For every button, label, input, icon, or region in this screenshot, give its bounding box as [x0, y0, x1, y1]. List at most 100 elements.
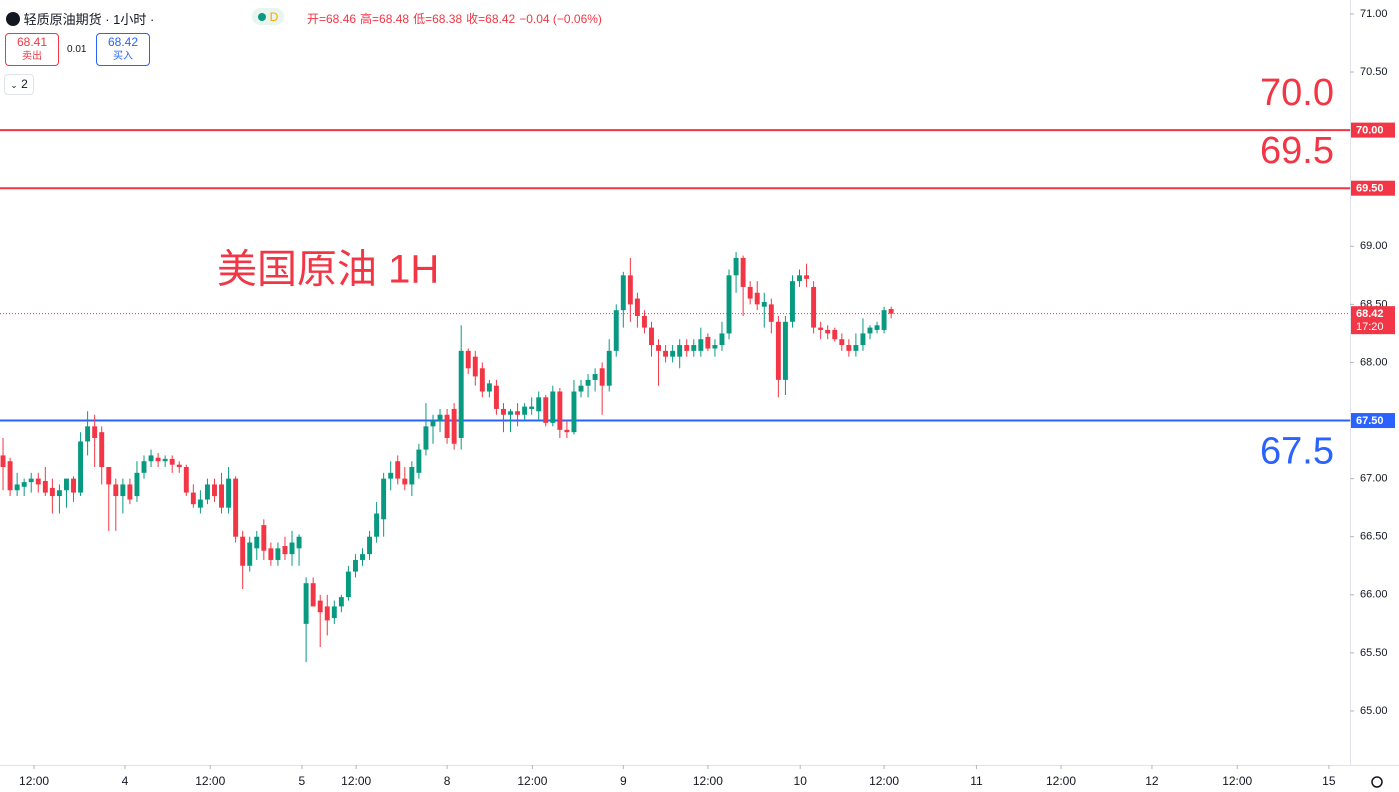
y-tick-label: 67.00 — [1360, 473, 1388, 485]
candle — [761, 292, 767, 328]
candle-body — [197, 499, 203, 508]
candle-body — [508, 411, 513, 415]
candle — [303, 577, 309, 663]
candle-body — [599, 368, 605, 386]
candle-body — [437, 414, 443, 421]
candle-body — [705, 336, 711, 349]
ohlc-value: 高=68.48 — [360, 12, 410, 26]
buy-price: 68.42 — [107, 35, 139, 49]
x-tick-label: 12:00 — [1046, 774, 1076, 788]
sell-button[interactable]: 68.41 卖出 — [5, 33, 59, 66]
candle-body — [592, 374, 598, 380]
candle-body — [564, 429, 570, 433]
candle — [719, 321, 725, 351]
candle — [444, 408, 450, 444]
level-text: 67.5 — [1260, 431, 1334, 473]
candle — [620, 271, 626, 328]
candle — [768, 298, 774, 334]
candle — [212, 478, 217, 502]
candle-body — [352, 559, 358, 572]
candle-body — [818, 327, 824, 330]
candle-body — [458, 350, 464, 438]
candle — [458, 325, 464, 450]
candle — [310, 577, 316, 607]
candle-body — [99, 432, 105, 468]
candle — [726, 269, 732, 340]
candle — [388, 461, 394, 491]
level-badge — [1351, 180, 1395, 196]
last-price-badge — [1351, 306, 1395, 335]
candle-body — [212, 484, 217, 497]
candle-body — [804, 275, 810, 279]
candle — [451, 403, 457, 450]
candle — [7, 457, 13, 497]
candle-body — [169, 458, 175, 465]
candle-body — [522, 406, 528, 415]
x-tick-label: 12:00 — [869, 774, 899, 788]
spread: 0.01 — [67, 44, 87, 55]
x-tick-label: 12:00 — [517, 774, 547, 788]
candle-body — [684, 345, 690, 351]
candle-body — [35, 478, 41, 485]
candle-body — [486, 383, 492, 392]
candle-body — [585, 379, 591, 386]
layers-toggle[interactable]: ⌄ 2 — [4, 74, 34, 95]
candle — [508, 408, 513, 433]
candle-body — [296, 536, 302, 549]
candle — [606, 339, 612, 392]
candle — [522, 403, 528, 421]
candle-body — [825, 329, 831, 334]
y-tick-label: 69.00 — [1360, 240, 1388, 252]
candle-body — [656, 345, 662, 351]
candle — [782, 315, 788, 395]
candle-body — [663, 350, 669, 357]
candle-body — [176, 464, 182, 468]
candle — [338, 594, 344, 613]
buy-button[interactable]: 68.42 买入 — [96, 33, 150, 66]
candle-body — [726, 275, 732, 334]
candle-body — [578, 385, 584, 392]
candle — [352, 554, 358, 578]
candle — [409, 461, 415, 497]
level-badge — [1351, 413, 1395, 429]
level-badge-label: 69.50 — [1356, 183, 1384, 195]
candle — [56, 484, 62, 514]
candle — [374, 501, 380, 543]
candle — [190, 484, 196, 508]
candle — [465, 348, 471, 375]
candle-body — [472, 356, 478, 377]
x-tick-label: 9 — [620, 774, 627, 788]
level-badge — [1351, 122, 1395, 138]
candle — [289, 530, 295, 566]
candle — [691, 339, 697, 357]
x-tick-label: 12:00 — [195, 774, 225, 788]
settings-icon[interactable] — [1371, 776, 1383, 788]
candle-body — [14, 484, 20, 491]
candle — [71, 476, 76, 502]
candle — [529, 397, 535, 415]
symbol-title[interactable]: 轻质原油期货 · 1小时 · — [23, 12, 155, 27]
candle-body — [0, 455, 6, 468]
candle — [860, 318, 866, 351]
candle — [183, 464, 189, 497]
candle-body — [360, 554, 365, 560]
candle-body — [388, 472, 394, 479]
candle-body — [451, 408, 457, 444]
candle — [64, 478, 69, 508]
x-tick-label: 15 — [1322, 774, 1336, 788]
candle — [663, 345, 669, 363]
candle — [853, 333, 859, 357]
candle — [162, 455, 168, 468]
candle — [839, 333, 845, 351]
candle-body — [219, 484, 225, 508]
candle — [92, 414, 98, 468]
candle — [698, 327, 704, 357]
x-tick-label: 12:00 — [19, 774, 49, 788]
candle — [219, 472, 225, 514]
candle-body — [846, 345, 852, 351]
candle-body — [402, 478, 408, 485]
candle-body — [310, 583, 316, 607]
symbol-icon — [6, 12, 20, 26]
level-badge-label: 67.50 — [1356, 415, 1384, 427]
x-tick-label: 4 — [122, 774, 129, 788]
